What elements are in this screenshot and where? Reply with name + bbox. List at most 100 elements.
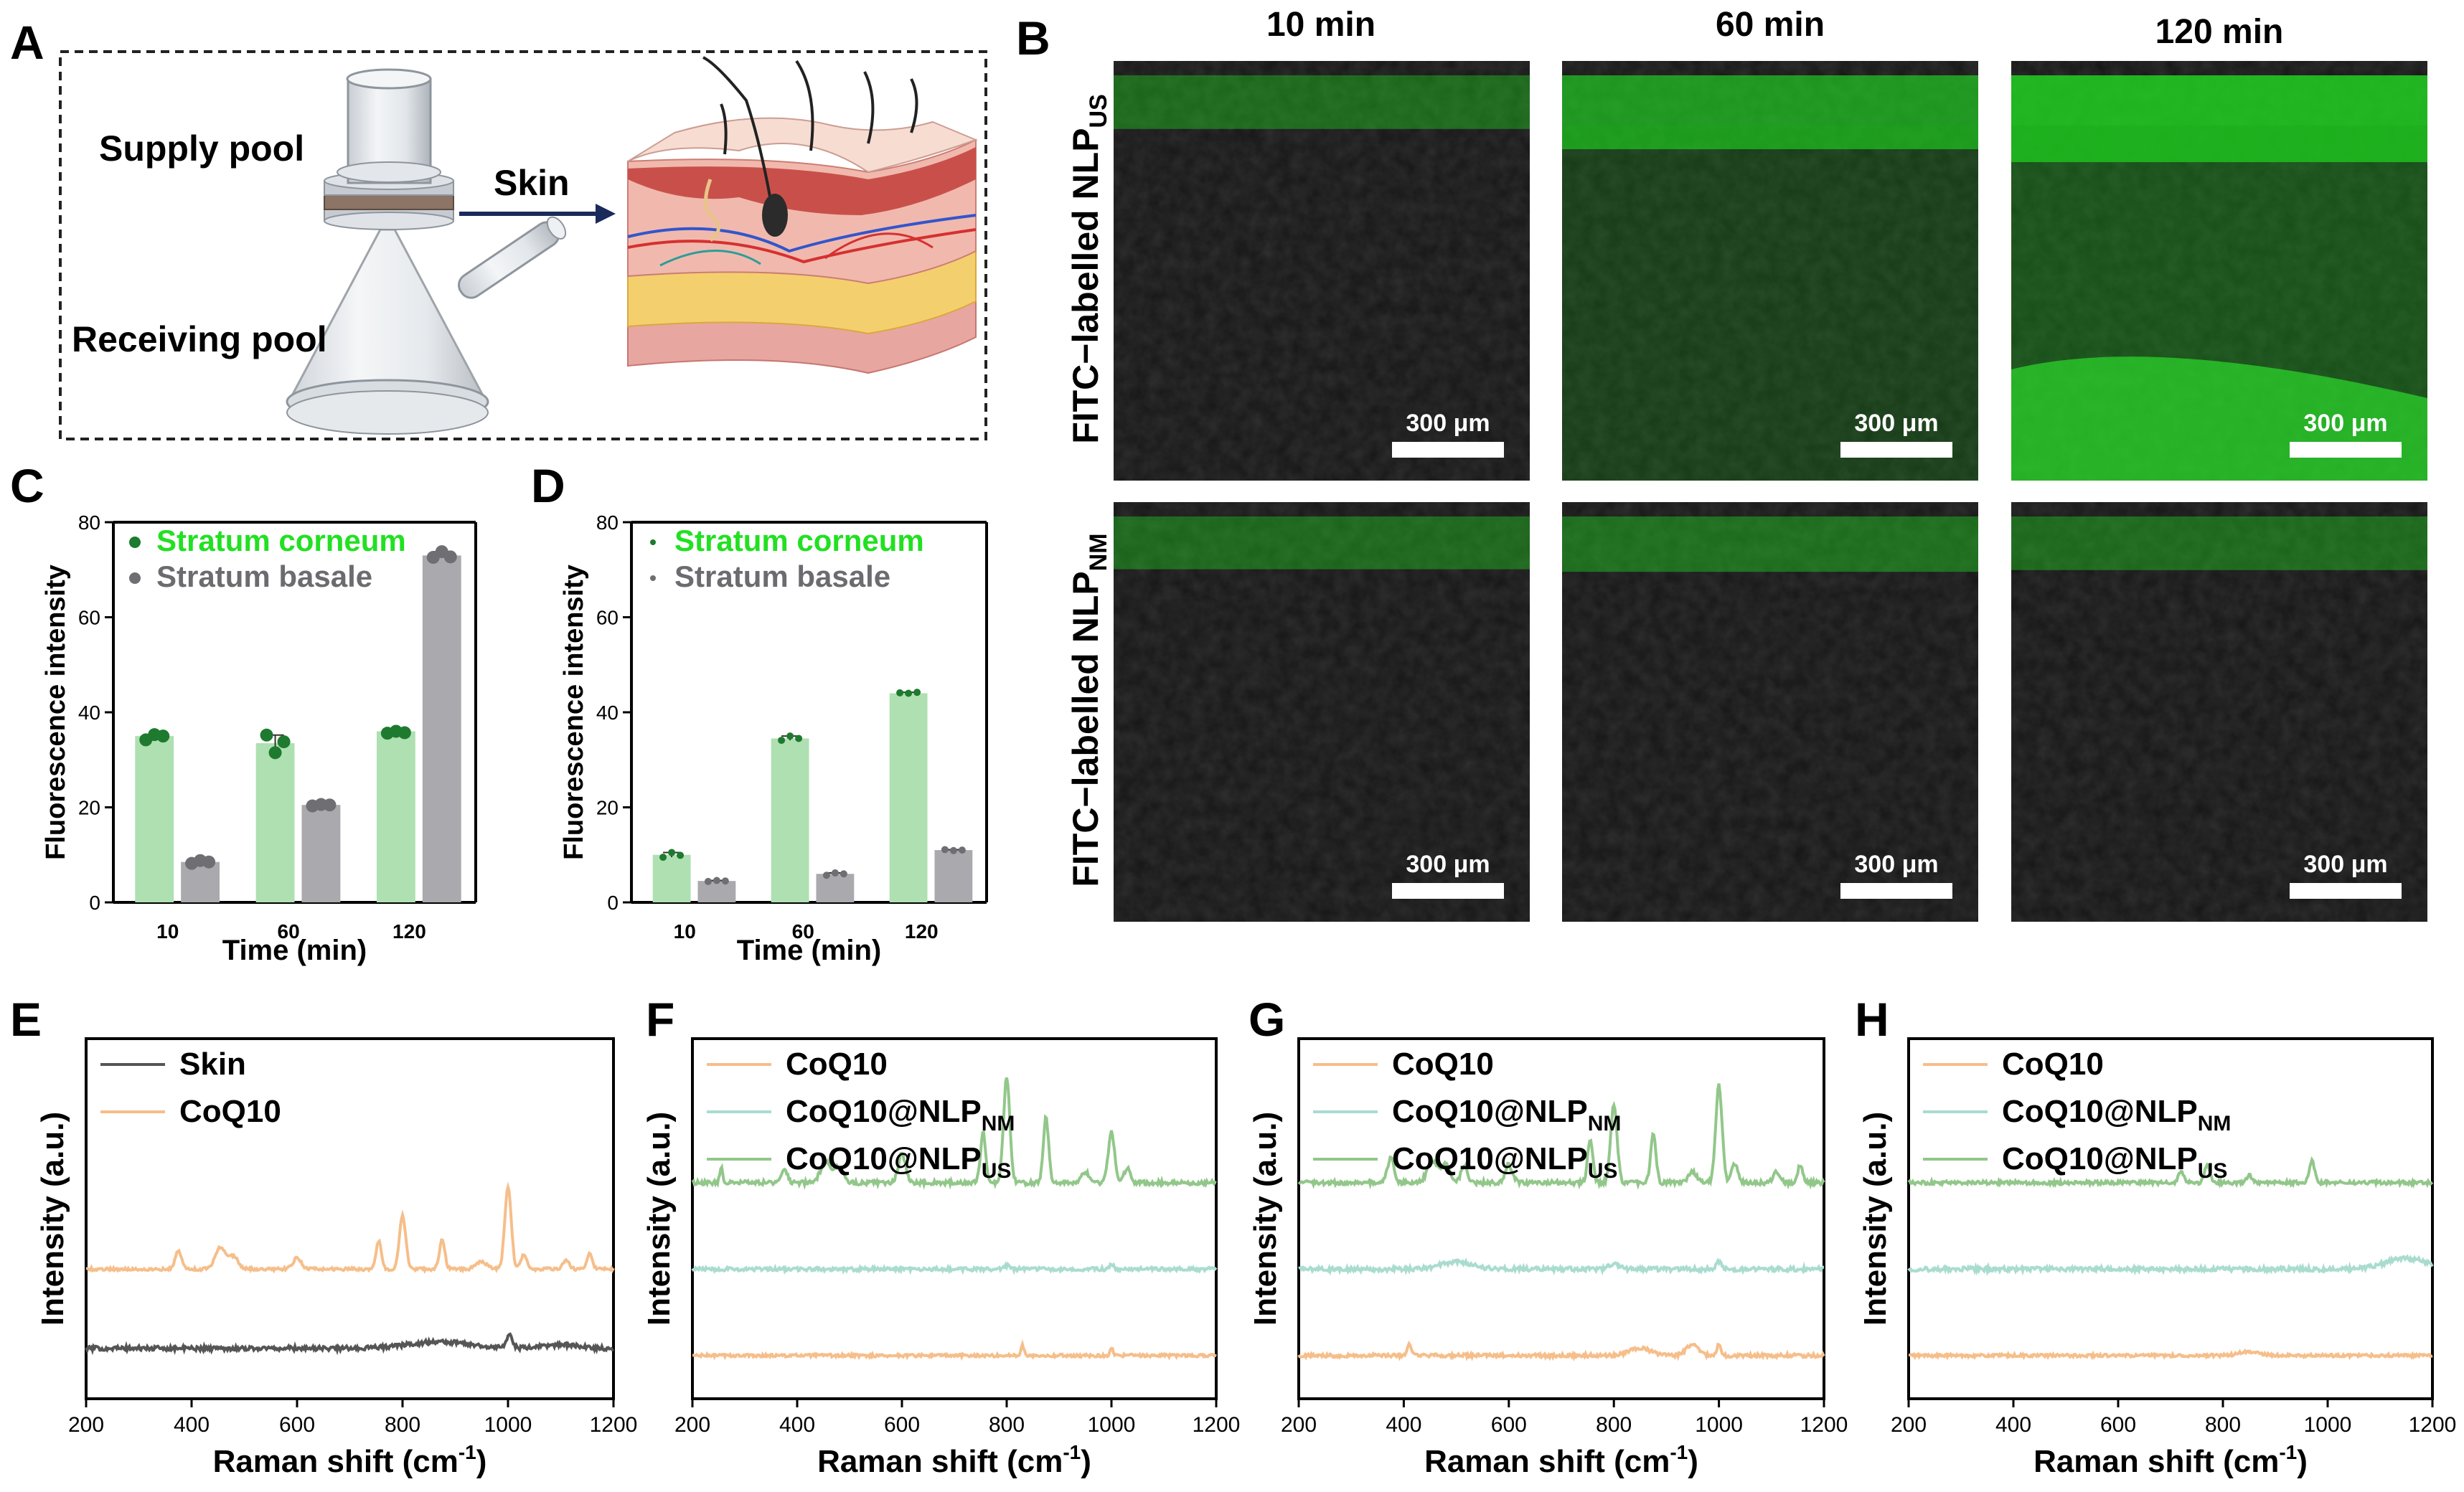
spectrum-us xyxy=(691,1077,1217,1191)
bar-corneum-10 xyxy=(135,736,174,902)
spectrum-nm xyxy=(1907,1254,2434,1277)
panel-letter-g: G xyxy=(1249,993,1285,1046)
x-tick-label: 1200 xyxy=(1193,1413,1241,1437)
micrograph-r1-c2: 300 μm xyxy=(1562,61,1978,481)
spectrum-nm xyxy=(691,1261,1218,1275)
data-point xyxy=(323,798,337,812)
legend-label: CoQ10@NLPUS xyxy=(1392,1141,1617,1183)
panel-letter-c: C xyxy=(10,459,44,512)
micrograph-r1-c1: 300 μm xyxy=(1114,61,1530,481)
bar-basale-10 xyxy=(697,881,736,902)
y-axis-label: Fluorescence intensity xyxy=(559,565,589,860)
data-point xyxy=(831,869,839,877)
legend-label: Skin xyxy=(179,1047,246,1082)
legend-label-main: CoQ10@NLP xyxy=(2002,1094,2198,1129)
data-point xyxy=(713,877,720,884)
x-tick-label: 1000 xyxy=(484,1413,532,1437)
scale-bar xyxy=(1392,883,1504,899)
scale-bar xyxy=(2290,442,2402,458)
bar-charts: C 0 20 40 60 80 Fluorescence intensity 10 60 120 T… xyxy=(10,459,988,966)
x-tick-label: 1000 xyxy=(1695,1413,1743,1437)
legend-label-corneum: Stratum corneum xyxy=(674,524,924,557)
x-axis-label-main: Raman shift (cm xyxy=(1424,1444,1670,1479)
panel-a: A Supply pool Receiving pool Skin xyxy=(10,16,987,440)
legend-label: CoQ10 xyxy=(1392,1047,1494,1082)
legend-label-corneum: Stratum corneum xyxy=(156,524,406,557)
scale-bar-label: 300 μm xyxy=(1406,410,1490,437)
data-point xyxy=(260,728,273,742)
legend-label-basale: Stratum basale xyxy=(156,560,372,593)
raman-chart-g: G 200 400 600 800 1000 1200 Raman shift (cm-1) I… xyxy=(1248,993,1848,1479)
x-axis-label-sup: -1 xyxy=(1063,1441,1081,1463)
data-point xyxy=(659,854,667,861)
legend-label: CoQ10@NLPUS xyxy=(786,1141,1011,1183)
y-tick-label: 20 xyxy=(596,797,619,819)
y-axis-label: Intensity (a.u.) xyxy=(641,1112,677,1326)
spectrum-coq10 xyxy=(1908,1348,2433,1361)
spectrum-coq10 xyxy=(1297,1340,1825,1362)
scale-bar xyxy=(1840,442,1952,458)
y-tick-label: 40 xyxy=(78,702,100,724)
plot-frame xyxy=(85,1037,615,1400)
bar-corneum-120 xyxy=(376,731,415,902)
data-point xyxy=(778,737,786,745)
legend-marker-basale xyxy=(650,575,656,581)
legend-label-main: CoQ10 xyxy=(1392,1047,1494,1082)
skin-label: Skin xyxy=(494,163,570,203)
spectrum-coq10 xyxy=(692,1338,1218,1361)
x-axis-label: Time (min) xyxy=(222,935,367,966)
scale-bar xyxy=(2290,883,2402,899)
arrow-right-icon xyxy=(459,204,616,224)
legend-label-main: CoQ10@NLP xyxy=(1392,1141,1588,1176)
x-tick-label: 60 xyxy=(792,920,814,943)
fluorescence-surface-band xyxy=(1114,75,1530,129)
bar-basale-10 xyxy=(181,861,220,902)
legend-label: CoQ10@NLPNM xyxy=(786,1094,1015,1135)
data-point xyxy=(896,689,904,697)
panel-letter-b: B xyxy=(1016,11,1050,65)
scale-bar-label: 300 μm xyxy=(2303,410,2387,437)
data-point xyxy=(268,746,282,760)
scale-bar xyxy=(1392,442,1504,458)
fluorescence-surface-band xyxy=(1562,516,1978,572)
micrograph-texture xyxy=(1114,502,1530,922)
x-tick-label: 60 xyxy=(278,920,300,943)
x-tick-label: 1200 xyxy=(590,1413,638,1437)
bar-corneum-60 xyxy=(771,738,809,902)
x-tick-label: 400 xyxy=(1386,1413,1421,1437)
y-tick-label: 0 xyxy=(89,892,100,914)
raman-chart-e: E 200 400 600 800 1000 1200 Raman shift (cm-1) I… xyxy=(10,993,637,1479)
legend-label-main: CoQ10 xyxy=(179,1094,281,1129)
x-tick-label: 400 xyxy=(174,1413,210,1437)
x-tick-label: 120 xyxy=(905,920,939,943)
legend-label-main: CoQ10@NLP xyxy=(1392,1094,1588,1129)
bar-basale-60 xyxy=(816,874,855,902)
y-axis-label-group: Intensity (a.u.) xyxy=(1858,1112,1893,1326)
bar-chart-d: D 0 20 40 60 80 Fluorescence intensity 10 60 120 T… xyxy=(531,459,988,966)
x-tick-label: 400 xyxy=(779,1413,815,1437)
x-tick-label: 800 xyxy=(989,1413,1025,1437)
legend-marker-basale xyxy=(129,572,141,584)
fluorescence-surface-band xyxy=(1114,516,1530,570)
legend-label-main: Skin xyxy=(179,1047,246,1082)
y-axis-label: Intensity (a.u.) xyxy=(1248,1112,1283,1326)
x-tick-label: 200 xyxy=(1891,1413,1927,1437)
micrograph-texture xyxy=(1114,61,1530,481)
x-tick-label: 10 xyxy=(156,920,179,943)
fluorescence-surface-band xyxy=(1562,75,1978,149)
x-axis-label-sup: -1 xyxy=(2279,1441,2297,1463)
legend-label: CoQ10@NLPNM xyxy=(2002,1094,2231,1135)
x-axis-label-end: ) xyxy=(2297,1444,2308,1479)
skin-layers-illustration xyxy=(627,56,978,374)
data-point xyxy=(822,872,830,879)
spectrum-coq10 xyxy=(85,1181,615,1275)
y-axis-label-group: Intensity (a.u.) xyxy=(641,1112,677,1326)
x-tick-label: 400 xyxy=(1995,1413,2031,1437)
y-axis-label-group: Intensity (a.u.) xyxy=(1248,1112,1283,1326)
legend-label-main: CoQ10@NLP xyxy=(2002,1141,2198,1176)
x-tick-label: 600 xyxy=(2100,1413,2136,1437)
x-tick-label: 800 xyxy=(2205,1413,2241,1437)
legend-label-basale: Stratum basale xyxy=(674,560,890,593)
